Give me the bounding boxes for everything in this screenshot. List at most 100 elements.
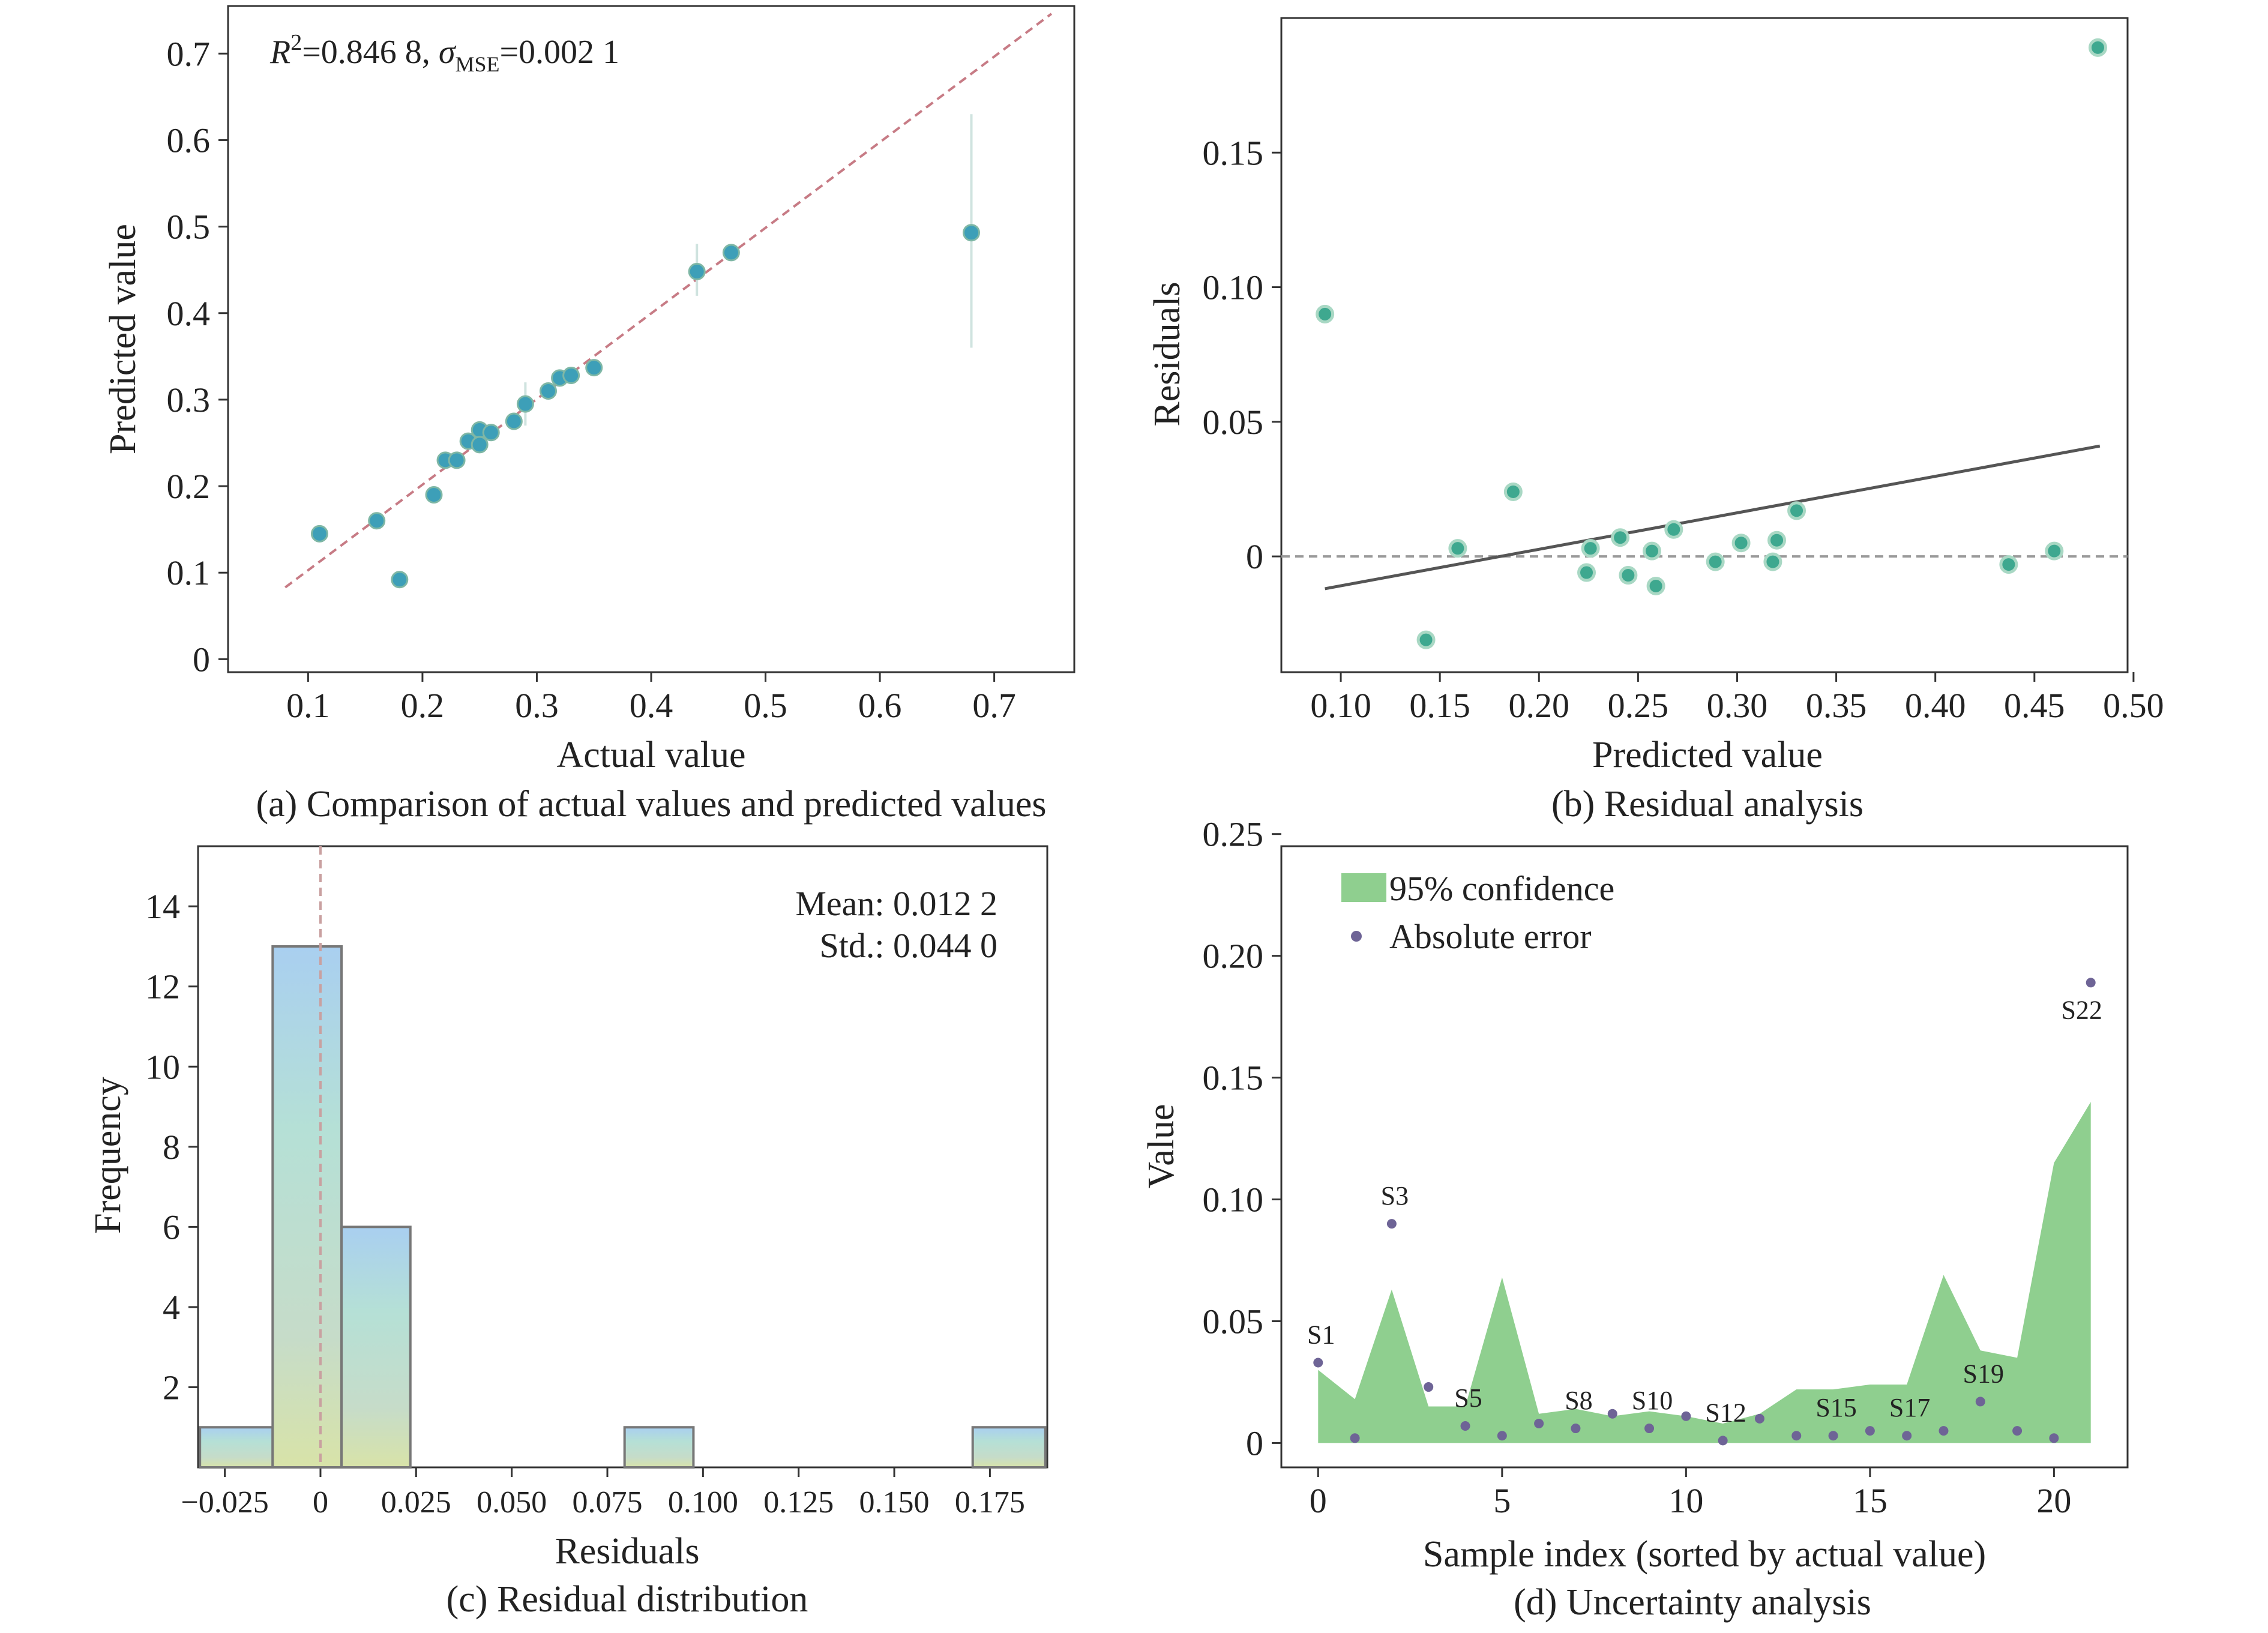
panel-d-axes: 0 5 10 15 20 0 0.05 0.10 0.15 0.20 0.25 xyxy=(1203,815,2072,1520)
x-tick-label: 0.2 xyxy=(401,686,445,725)
x-tick-label: 0.4 xyxy=(630,686,673,725)
y-tick-label: 0.2 xyxy=(167,467,211,506)
x-tick-label: 0.10 xyxy=(1310,686,1371,725)
data-point xyxy=(688,263,706,281)
y-tick-label: 8 xyxy=(163,1128,180,1167)
x-tick-label: 0.3 xyxy=(515,686,559,725)
x-tick-label: −0.025 xyxy=(181,1485,268,1520)
residual-point xyxy=(2045,541,2064,561)
absolute-error-point xyxy=(2086,978,2096,988)
histogram-bar xyxy=(271,945,343,1469)
panel-a-actual-vs-predicted: 0.1 0.2 0.3 0.4 0.5 0.6 0.7 0 0.1 0.2 0.3 0.4 0.5 0.6… xyxy=(103,5,1075,825)
absolute-error-point xyxy=(1828,1431,1838,1441)
sample-label: S5 xyxy=(1454,1383,1482,1413)
y-tick-label: 0.6 xyxy=(167,121,211,160)
residual-point xyxy=(1763,552,1782,571)
reference-diagonal-line xyxy=(284,13,1053,589)
absolute-error-point xyxy=(1644,1424,1655,1434)
data-point xyxy=(471,436,489,454)
x-tick-label: 0.40 xyxy=(1905,686,1966,725)
residual-point xyxy=(1999,555,2018,574)
data-point xyxy=(448,451,466,469)
absolute-error-point xyxy=(1424,1382,1434,1392)
panel-b-caption: (b) Residual analysis xyxy=(1551,784,1863,825)
panel-c-frame xyxy=(197,845,1048,1469)
y-tick-label: 0.05 xyxy=(1203,1302,1264,1341)
y-tick-label: 0.1 xyxy=(167,553,211,592)
histogram-bar xyxy=(971,1426,1047,1469)
y-tick-label: 0.10 xyxy=(1203,268,1264,307)
y-tick-label: 14 xyxy=(145,887,180,926)
x-tick-label: 0.050 xyxy=(477,1485,547,1520)
x-tick-label: 0 xyxy=(313,1485,328,1520)
residual-point xyxy=(1503,482,1523,501)
residual-point xyxy=(1581,539,1600,558)
confidence-area xyxy=(1318,1102,2091,1443)
panel-d-legend: 95% confidence Absolute error xyxy=(1341,869,1614,956)
absolute-error-point xyxy=(1607,1409,1617,1419)
residual-point xyxy=(1731,534,1751,553)
trend-line xyxy=(1325,444,2101,591)
absolute-error-point xyxy=(1975,1397,1985,1407)
panel-a-axes: 0.1 0.2 0.3 0.4 0.5 0.6 0.7 0 0.1 0.2 0.3 0.4 0.5 0.6… xyxy=(167,34,1016,725)
absolute-error-point xyxy=(1497,1431,1507,1441)
absolute-error-point xyxy=(1865,1426,1875,1436)
x-tick-label: 0.35 xyxy=(1806,686,1867,725)
x-tick-label: 0.7 xyxy=(972,686,1016,725)
residual-point xyxy=(1619,566,1638,585)
panel-c-axes: −0.025 0 0.025 0.050 0.075 0.100 0.125 0.150 0.1… xyxy=(145,887,1025,1520)
data-point xyxy=(562,367,580,385)
panel-c-mean-label: Mean: 0.012 2 xyxy=(795,884,997,923)
residual-point xyxy=(1664,520,1683,539)
absolute-error-point xyxy=(1534,1418,1544,1428)
sample-label: S17 xyxy=(1889,1393,1930,1422)
sample-label: S19 xyxy=(1963,1359,2004,1388)
residual-point xyxy=(1416,630,1436,649)
y-tick-label: 0 xyxy=(193,640,210,679)
panel-d-caption: (d) Uncertainty analysis xyxy=(1514,1582,1871,1623)
legend-marker-absolute-error xyxy=(1351,931,1362,942)
panel-b-axes: 0.10 0.15 0.20 0.25 0.30 0.35 0.40 0.45 0.50 0 0.0… xyxy=(1203,133,2164,725)
data-point xyxy=(540,382,558,400)
data-point xyxy=(391,571,409,589)
x-tick-label: 0.025 xyxy=(381,1485,451,1520)
panel-b-y-axis-label: Residuals xyxy=(1147,281,1188,426)
residual-point xyxy=(1448,539,1467,558)
panel-c-residual-distribution: −0.025 0 0.025 0.050 0.075 0.100 0.125 0.150 0.1… xyxy=(88,845,1048,1620)
panel-d-frame xyxy=(1280,845,2129,1469)
x-tick-label: 20 xyxy=(2036,1481,2071,1520)
absolute-error-point xyxy=(1939,1426,1949,1436)
x-tick-label: 0.150 xyxy=(859,1485,930,1520)
x-tick-label: 0.125 xyxy=(763,1485,834,1520)
y-tick-label: 0.5 xyxy=(167,208,211,247)
x-tick-label: 15 xyxy=(1853,1481,1887,1520)
sample-label: S3 xyxy=(1381,1181,1409,1210)
histogram-bar xyxy=(340,1226,412,1469)
x-tick-label: 0.100 xyxy=(668,1485,738,1520)
y-tick-label: 0.10 xyxy=(1203,1180,1264,1219)
legend-label-confidence: 95% confidence xyxy=(1389,869,1614,908)
panel-d-y-axis-label: Value xyxy=(1141,1104,1182,1188)
data-point xyxy=(482,424,500,442)
y-tick-label: 4 xyxy=(163,1288,180,1327)
data-point xyxy=(585,359,603,377)
panel-d-x-axis-label: Sample index (sorted by actual value) xyxy=(1423,1534,1986,1575)
x-tick-label: 0.6 xyxy=(858,686,902,725)
sample-label: S22 xyxy=(2061,995,2102,1024)
sample-label: S1 xyxy=(1307,1320,1335,1349)
absolute-error-point xyxy=(1460,1421,1470,1431)
x-tick-label: 0.50 xyxy=(2103,686,2164,725)
histogram-bar xyxy=(199,1426,274,1469)
absolute-error-point xyxy=(2012,1426,2023,1436)
x-tick-label: 0.175 xyxy=(955,1485,1025,1520)
x-tick-label: 0.1 xyxy=(286,686,330,725)
x-tick-label: 0 xyxy=(1310,1481,1327,1520)
y-tick-label: 0 xyxy=(1246,537,1263,576)
panel-c-caption: (c) Residual distribution xyxy=(447,1579,808,1620)
panel-c-y-axis-label: Frequency xyxy=(88,1077,128,1234)
panel-a-marks xyxy=(284,13,1053,589)
x-tick-label: 5 xyxy=(1493,1481,1511,1520)
residual-point xyxy=(2088,38,2107,57)
panel-c-x-axis-label: Residuals xyxy=(555,1531,699,1572)
